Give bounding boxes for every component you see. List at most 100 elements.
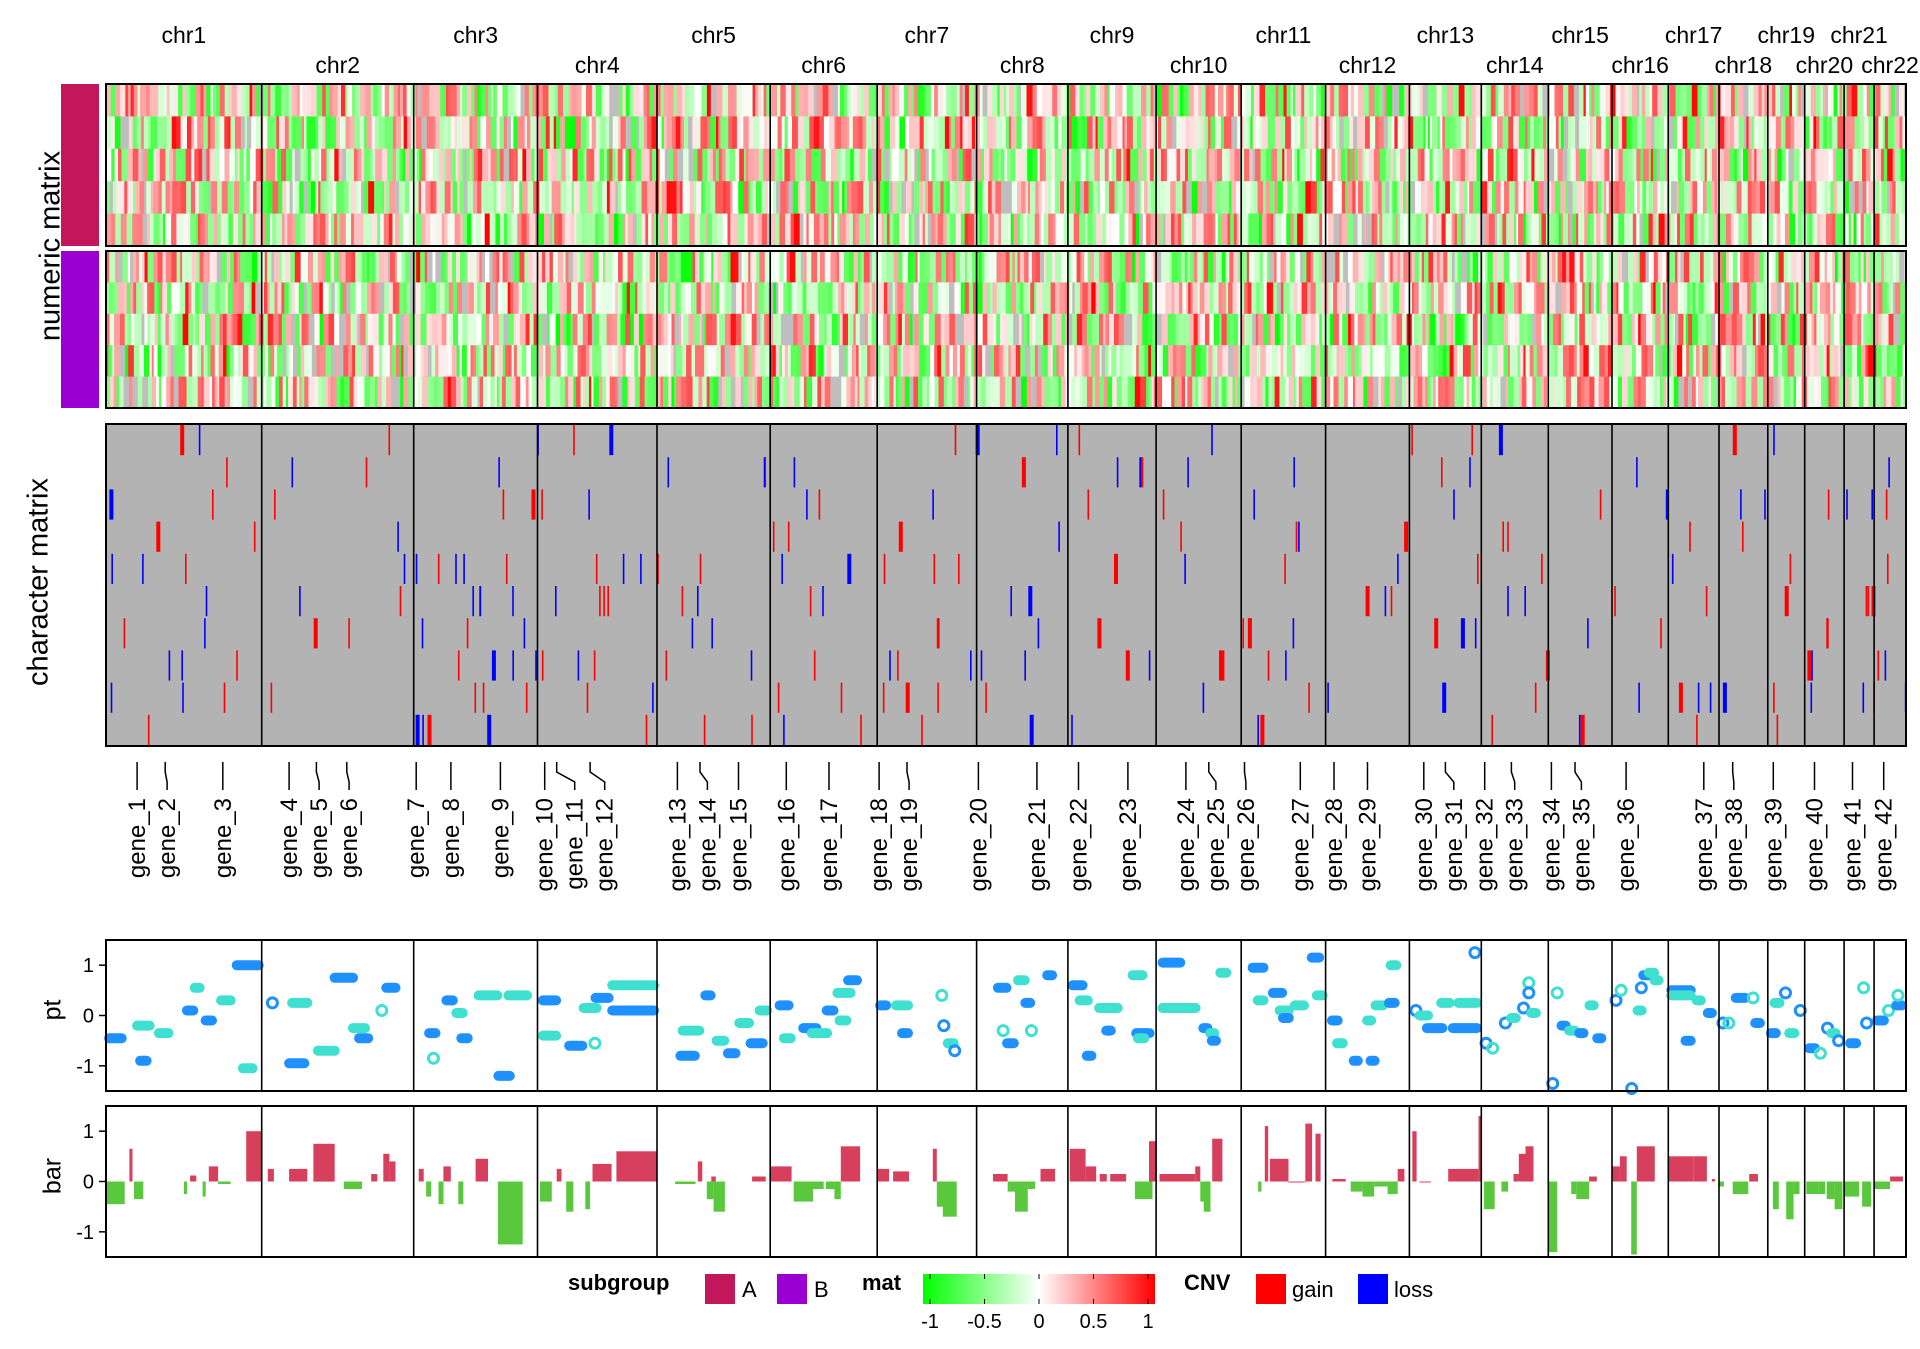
heatmap-cell	[546, 116, 550, 149]
heatmap-cell	[1258, 314, 1264, 346]
heatmap-cell	[227, 377, 230, 409]
heatmap-cell	[1062, 314, 1066, 346]
heatmap-cell	[1055, 181, 1061, 214]
heatmap-cell	[1339, 377, 1345, 409]
heatmap-cell	[1364, 282, 1369, 314]
heatmap-cell	[147, 282, 150, 314]
heatmap-cell	[1483, 345, 1488, 377]
heatmap-cell	[914, 116, 920, 149]
heatmap-cell	[364, 149, 370, 182]
heatmap-cell	[256, 314, 259, 346]
heatmap-cell	[704, 251, 707, 283]
heatmap-cell	[1584, 181, 1588, 214]
heatmap-cell	[1658, 251, 1663, 283]
heatmap-cell	[1775, 84, 1780, 117]
heatmap-cell	[1035, 214, 1040, 247]
heatmap-cell	[1858, 251, 1861, 283]
heatmap-cell	[1384, 314, 1388, 346]
heatmap-cell	[1295, 345, 1300, 377]
heatmap-cell	[856, 314, 861, 346]
gene-label: gene_7	[403, 798, 430, 878]
heatmap-cell	[1373, 377, 1379, 409]
heatmap-cell	[1166, 251, 1171, 283]
heatmap-cell	[615, 345, 618, 377]
heatmap-cell	[1250, 345, 1253, 377]
heatmap-cell	[1772, 251, 1776, 283]
heatmap-cell	[707, 84, 711, 117]
gene-label: gene_17	[816, 798, 843, 891]
heatmap-cell	[910, 377, 914, 409]
heatmap-cell	[1563, 377, 1566, 409]
heatmap-cell	[1445, 377, 1449, 409]
heatmap-cell	[550, 377, 555, 409]
heatmap-cell	[1017, 214, 1020, 247]
heatmap-cell	[270, 282, 275, 314]
heatmap-cell	[1743, 84, 1749, 117]
heatmap-cell	[1596, 116, 1601, 149]
heatmap-cell	[373, 84, 377, 117]
cnv-loss-mark	[652, 683, 654, 713]
heatmap-cell	[987, 314, 993, 346]
heatmap-cell	[1017, 84, 1020, 117]
heatmap-cell	[1580, 345, 1584, 377]
heatmap-cell	[1316, 84, 1321, 117]
heatmap-cell	[158, 251, 163, 283]
heatmap-cell	[1079, 214, 1085, 247]
heatmap-cell	[1400, 251, 1403, 283]
heatmap-cell	[755, 345, 761, 377]
heatmap-cell	[646, 282, 649, 314]
heatmap-cell	[477, 84, 481, 117]
heatmap-cell	[545, 345, 551, 377]
heatmap-cell	[1828, 149, 1833, 182]
heatmap-cell	[289, 282, 293, 314]
heatmap-cell	[872, 149, 877, 182]
heatmap-cell	[1258, 181, 1264, 214]
heatmap-cell	[1715, 181, 1719, 214]
heatmap-cell	[1819, 116, 1823, 149]
heatmap-cell	[683, 181, 687, 214]
heatmap-cell	[934, 84, 938, 117]
heatmap-cell	[238, 314, 243, 346]
heatmap-cell	[1796, 84, 1799, 117]
heatmap-cell	[767, 116, 770, 149]
heatmap-cell	[1526, 377, 1530, 409]
heatmap-cell	[689, 214, 695, 247]
heatmap-cell	[1419, 345, 1423, 377]
heatmap-cell	[1474, 345, 1479, 377]
heatmap-cell	[1108, 116, 1112, 149]
heatmap-cell	[284, 84, 289, 117]
heatmap-cell	[1826, 282, 1831, 314]
heatmap-cell	[926, 149, 930, 182]
heatmap-cell	[1532, 314, 1537, 346]
heatmap-cell	[1882, 181, 1888, 214]
heatmap-cell	[1703, 314, 1707, 346]
heatmap-cell	[1461, 116, 1466, 149]
heatmap-cell	[915, 345, 920, 377]
cnv-loss-mark	[1211, 425, 1213, 455]
heatmap-cell	[435, 116, 440, 149]
heatmap-cell	[285, 251, 291, 283]
heatmap-cell	[1883, 282, 1888, 314]
heatmap-cell	[256, 149, 261, 182]
heatmap-cell	[1823, 116, 1827, 149]
gene-label: gene_10	[532, 798, 559, 891]
heatmap-cell	[1233, 282, 1238, 314]
heatmap-cell	[501, 181, 507, 214]
heatmap-cell	[1400, 149, 1406, 182]
heatmap-cell	[111, 149, 115, 182]
heatmap-cell	[539, 345, 544, 377]
heatmap-cell	[1048, 282, 1051, 314]
heatmap-cell	[1294, 116, 1298, 149]
gene-label: gene_38	[1721, 798, 1748, 891]
heatmap-cell	[818, 181, 823, 214]
heatmap-cell	[1722, 377, 1726, 409]
heatmap-cell	[1189, 116, 1194, 149]
heatmap-cell	[1384, 84, 1387, 117]
heatmap-cell	[1353, 116, 1358, 149]
heatmap-cell	[997, 251, 1002, 283]
heatmap-cell	[1712, 149, 1718, 182]
heatmap-cell	[1553, 314, 1559, 346]
heatmap-cell	[674, 84, 677, 117]
heatmap-cell	[373, 345, 379, 377]
heatmap-cell	[1213, 282, 1219, 314]
